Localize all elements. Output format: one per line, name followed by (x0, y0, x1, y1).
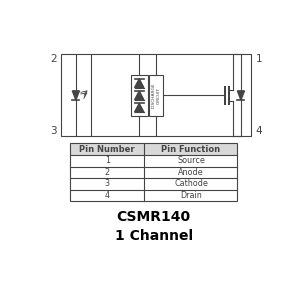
Text: 2: 2 (105, 168, 110, 177)
Text: 1: 1 (105, 156, 110, 165)
Polygon shape (135, 91, 144, 100)
Text: 3: 3 (50, 127, 57, 136)
Bar (61, 55, 251, 136)
Text: Source: Source (177, 156, 205, 165)
Text: 1 Channel: 1 Channel (115, 229, 193, 243)
Text: Pin Number: Pin Number (80, 145, 135, 154)
Text: 4: 4 (105, 191, 110, 200)
Text: 1: 1 (256, 55, 262, 64)
Text: Drain: Drain (180, 191, 202, 200)
Text: DISCHARGE
CIRCUIT: DISCHARGE CIRCUIT (152, 83, 161, 108)
Text: Cathode: Cathode (174, 179, 208, 188)
Polygon shape (72, 91, 79, 100)
Text: Anode: Anode (178, 168, 204, 177)
Polygon shape (135, 79, 144, 88)
Polygon shape (237, 91, 244, 100)
Polygon shape (135, 103, 144, 112)
Bar (70, 143, 238, 201)
Bar (70, 143, 238, 155)
Text: 2: 2 (50, 55, 57, 64)
Bar (70, 155, 238, 201)
Bar (130, 75, 148, 116)
Text: Pin Function: Pin Function (161, 145, 220, 154)
Text: 4: 4 (256, 127, 262, 136)
Bar (149, 75, 163, 116)
Text: 3: 3 (105, 179, 110, 188)
Text: CSMR140: CSMR140 (117, 210, 191, 224)
